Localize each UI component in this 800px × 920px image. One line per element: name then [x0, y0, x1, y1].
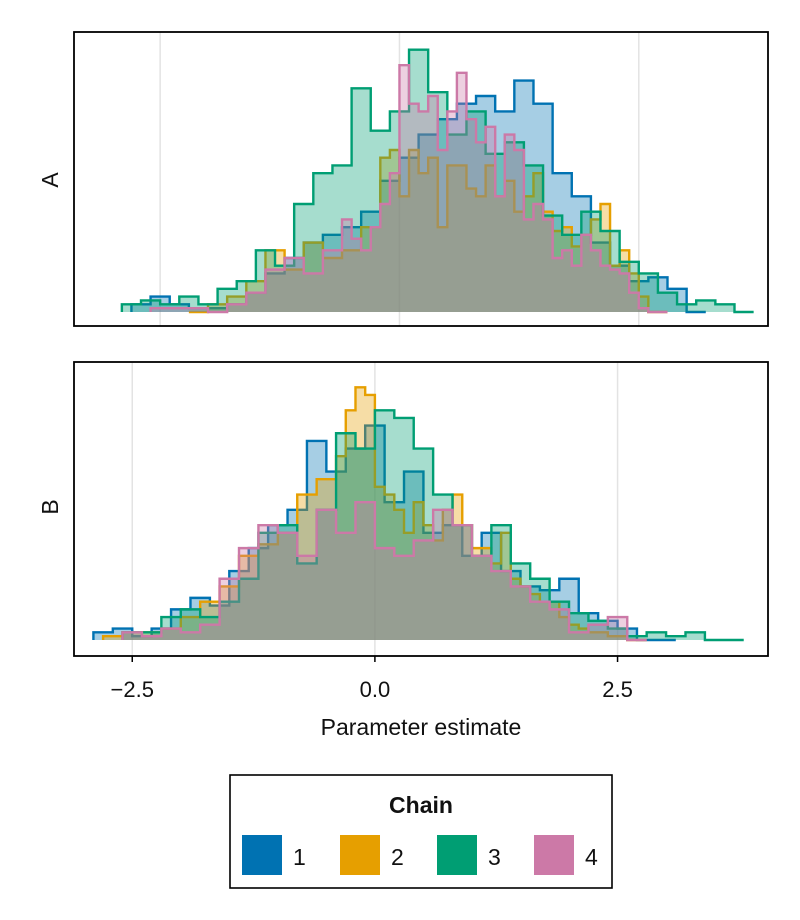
legend-entry-1: 1 [242, 835, 306, 875]
panel-a-chain-4-outline [149, 63, 668, 314]
legend-label-1: 1 [293, 844, 306, 870]
panel-a-series-chain-2 [188, 148, 668, 314]
panel-a-series-layer [120, 48, 754, 314]
legend-swatch-2 [340, 835, 380, 875]
panel-a-series-chain-4 [149, 63, 668, 314]
legend-entry-4: 4 [534, 835, 598, 875]
x-tick-label-2: 2.5 [602, 677, 633, 702]
panel-b-chain-4-fill [122, 502, 647, 640]
panel-a-chain-2-outline [188, 148, 668, 314]
panel-a-chain-3-outline [120, 48, 754, 314]
legend-title: Chain [389, 792, 453, 818]
panel-b: B [37, 361, 769, 657]
panel-a-series-chain-3 [120, 48, 754, 314]
legend-entries: 1 2 3 4 [242, 835, 598, 875]
panel-b-chain-4-outline [121, 500, 647, 642]
panel-b-frame [73, 361, 769, 657]
panel-b-series-layer [92, 386, 744, 642]
legend-swatch-1 [242, 835, 282, 875]
panel-a: A [37, 31, 769, 327]
legend-entry-3: 3 [437, 835, 501, 875]
x-tick-label-0: −2.5 [111, 677, 154, 702]
x-axis-title: Parameter estimate [321, 714, 522, 740]
panel-b-label: B [37, 499, 63, 514]
legend-swatch-3 [437, 835, 477, 875]
panel-b-series-chain-4 [121, 500, 647, 642]
panel-a-chain-3-fill [121, 49, 754, 312]
legend-label-2: 2 [391, 844, 404, 870]
legend-swatch-4 [534, 835, 574, 875]
legend-label-4: 4 [585, 844, 598, 870]
panel-a-label: A [37, 172, 63, 188]
panel-a-frame [73, 31, 769, 327]
x-axis: −2.5 0.0 2.5 [111, 656, 633, 702]
panel-a-chain-4-fill [150, 65, 668, 313]
legend: Chain 1 2 3 4 [229, 774, 613, 889]
panel-a-chain-2-fill [188, 150, 668, 312]
x-tick-label-1: 0.0 [360, 677, 391, 702]
legend-entry-2: 2 [340, 835, 404, 875]
legend-label-3: 3 [488, 844, 501, 870]
